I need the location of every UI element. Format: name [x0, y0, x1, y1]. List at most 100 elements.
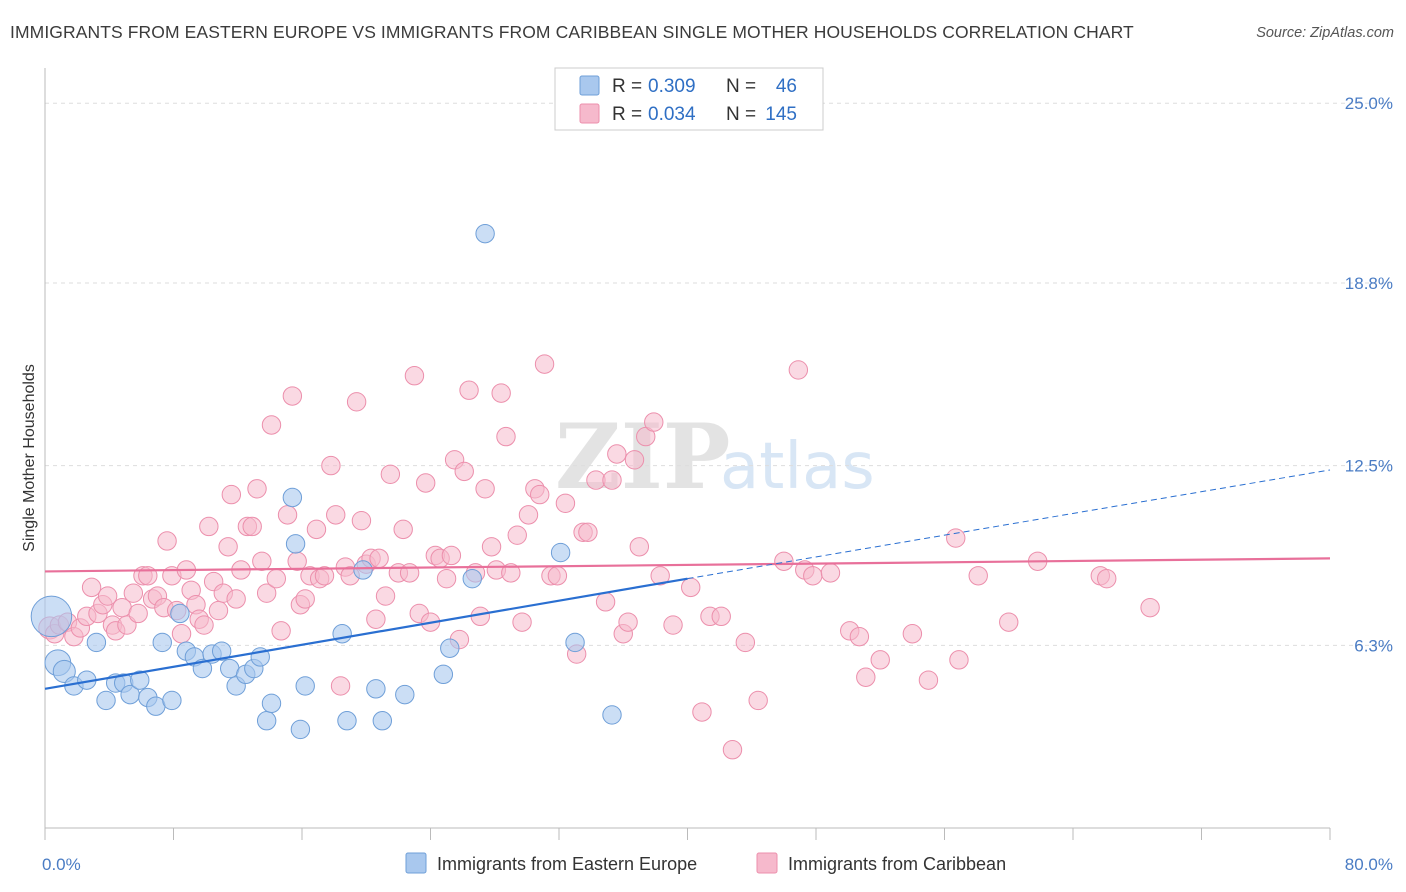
- eastern-europe-point: [440, 638, 460, 658]
- caribbean-point: [663, 615, 683, 635]
- caribbean-point: [629, 537, 650, 557]
- legend-swatch-blue: [579, 75, 600, 96]
- caribbean-point: [252, 551, 272, 571]
- caribbean-point: [607, 444, 627, 464]
- caribbean-point: [81, 577, 102, 598]
- caribbean-point: [194, 615, 214, 635]
- caribbean-point: [454, 461, 474, 482]
- caribbean-point: [199, 516, 219, 537]
- caribbean-point: [968, 566, 988, 586]
- caribbean-point: [306, 519, 327, 540]
- bottom-legend-label-caribbean: Immigrants from Caribbean: [788, 854, 1006, 874]
- caribbean-point: [999, 612, 1019, 632]
- eastern-europe-point: [395, 684, 415, 705]
- eastern-europe-point: [211, 641, 232, 661]
- caribbean-point: [321, 455, 341, 476]
- caribbean-point: [1140, 597, 1160, 618]
- caribbean-point: [555, 493, 576, 513]
- caribbean-point: [501, 563, 521, 583]
- caribbean-point: [221, 484, 242, 505]
- caribbean-point: [256, 583, 277, 603]
- caribbean-point: [330, 676, 351, 696]
- caribbean-point: [346, 392, 367, 412]
- caribbean-point: [618, 612, 638, 632]
- caribbean-point: [97, 586, 118, 606]
- axes: [44, 68, 1331, 840]
- eastern-europe-point: [30, 595, 73, 638]
- caribbean-point: [277, 505, 298, 525]
- caribbean-point: [441, 545, 462, 566]
- eastern-europe-point: [602, 705, 622, 725]
- caribbean-point: [261, 415, 282, 435]
- caribbean-point: [692, 702, 712, 722]
- caribbean-point: [226, 589, 246, 609]
- caribbean-point: [711, 606, 731, 627]
- caribbean-point: [128, 603, 148, 624]
- watermark-atlas: atlas: [720, 430, 875, 504]
- trend-lines: [44, 469, 1331, 690]
- eastern-europe-point: [353, 560, 373, 580]
- caribbean-point: [735, 632, 756, 653]
- caribbean-trend-line: [44, 557, 1331, 573]
- caribbean-point: [271, 621, 291, 641]
- caribbean-point: [722, 740, 743, 760]
- caribbean-point: [949, 650, 969, 670]
- eastern-europe-trend-line: [44, 577, 688, 690]
- caribbean-point: [242, 516, 262, 537]
- caribbean-point: [295, 589, 315, 609]
- caribbean-point: [803, 566, 823, 586]
- eastern-europe-point: [130, 670, 150, 690]
- eastern-europe-point: [433, 664, 454, 685]
- eastern-europe-point: [52, 659, 76, 683]
- eastern-europe-trend-extension: [687, 469, 1331, 580]
- caribbean-point: [366, 609, 386, 629]
- y-tick-labels: 6.3% 12.5% 18.8% 25.0%: [1345, 94, 1393, 655]
- caribbean-point: [247, 479, 267, 499]
- caribbean-point: [748, 690, 768, 711]
- caribbean-point: [475, 479, 495, 499]
- caribbean-point: [1097, 568, 1117, 589]
- y-tick-label: 18.8%: [1345, 274, 1393, 293]
- caribbean-point: [399, 563, 420, 583]
- caribbean-point: [774, 551, 794, 571]
- y-tick-label: 25.0%: [1345, 94, 1393, 113]
- eastern-europe-points: [30, 223, 622, 740]
- legend-r-value: 0.034: [648, 104, 696, 125]
- y-tick-label: 12.5%: [1345, 457, 1393, 476]
- eastern-europe-point: [170, 603, 190, 624]
- caribbean-point: [902, 624, 923, 644]
- legend-r-label: R =: [612, 104, 642, 125]
- caribbean-point: [171, 624, 192, 644]
- eastern-europe-point: [282, 487, 303, 508]
- eastern-europe-point: [337, 711, 357, 731]
- legend-swatch-pink: [579, 103, 600, 124]
- caribbean-point: [624, 450, 645, 470]
- caribbean-point: [650, 566, 670, 586]
- caribbean-point: [820, 563, 841, 583]
- caribbean-point: [282, 386, 303, 406]
- legend-n-value: 46: [776, 76, 797, 97]
- caribbean-point: [314, 566, 335, 586]
- y-axis-label: Single Mother Households: [21, 364, 38, 552]
- eastern-europe-point: [550, 542, 571, 563]
- watermark: ZIP atlas: [555, 404, 875, 510]
- caribbean-point: [218, 537, 238, 557]
- caribbean-point: [595, 592, 616, 612]
- source-label: Source: ZipAtlas.com: [1256, 25, 1394, 41]
- caribbean-point: [208, 600, 229, 621]
- caribbean-point: [534, 354, 555, 374]
- eastern-europe-point: [475, 223, 495, 244]
- caribbean-point: [404, 366, 425, 386]
- eastern-europe-point: [96, 690, 116, 711]
- eastern-europe-point: [285, 534, 306, 554]
- y-tick-label: 6.3%: [1354, 636, 1393, 655]
- eastern-europe-point: [290, 719, 311, 740]
- caribbean-point: [393, 519, 413, 540]
- eastern-europe-point: [332, 624, 352, 644]
- eastern-europe-point: [152, 632, 172, 653]
- eastern-europe-point: [162, 690, 182, 711]
- eastern-europe-point: [261, 693, 282, 714]
- legend: R = 0.309 N = 46 R = 0.034 N = 145: [554, 67, 824, 131]
- legend-r-value: 0.309: [648, 76, 696, 97]
